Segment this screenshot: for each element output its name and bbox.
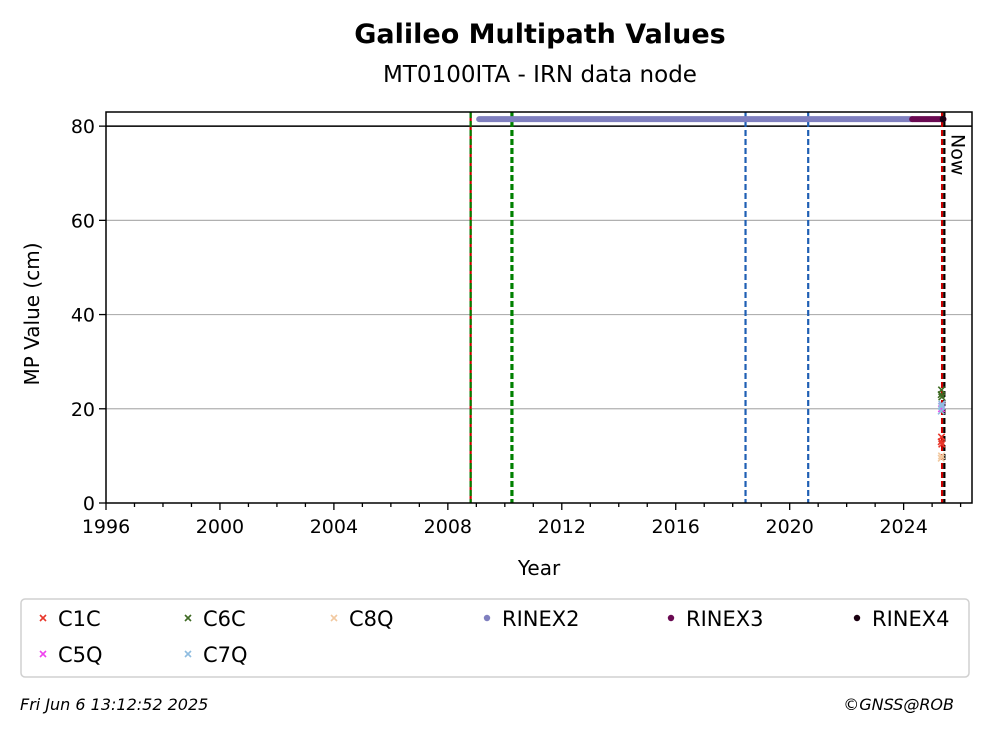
- point-c6c-1: [937, 386, 946, 394]
- legend-box: [20, 598, 970, 678]
- legend-marker-c5q: [39, 650, 47, 658]
- y-tick-label-80: 80: [71, 116, 95, 138]
- footer-credit: ©GNSS@ROB: [843, 695, 954, 714]
- x-tick-label-2000: 2000: [196, 516, 244, 538]
- x-tick-label-2004: 2004: [310, 516, 358, 538]
- legend-label-c7q: C7Q: [203, 643, 248, 667]
- legend-marker-rinex4: [853, 614, 861, 622]
- chart-title: Galileo Multipath Values: [354, 19, 726, 50]
- x-tick-label-1996: 1996: [82, 516, 130, 538]
- x-tick-label-2024: 2024: [879, 516, 927, 538]
- legend-marker-c6c-b: [184, 614, 192, 622]
- legend-marker-c7q: [184, 650, 192, 658]
- now-label: Now: [946, 134, 968, 175]
- y-axis-label: MP Value (cm): [20, 242, 44, 385]
- vertical-lines: [469, 112, 946, 503]
- point-c8q-0-b: [937, 454, 945, 463]
- legend-label-rinex4: RINEX4: [872, 607, 950, 631]
- point-c6c-2-b: [938, 393, 946, 401]
- legend-marker-rinex2: [483, 614, 491, 622]
- point-c8q-1-b: [937, 452, 946, 460]
- legend-label-rinex2: RINEX2: [502, 607, 580, 631]
- y-tick-label-40: 40: [71, 305, 95, 327]
- legend-label-c6c: C6C: [203, 607, 246, 631]
- x-axis-ticks: 1996 2000 2004 2008 2012 2016 2020 2024: [82, 503, 962, 538]
- point-c6c-1-b: [937, 386, 946, 394]
- plot-frame: [105, 111, 973, 504]
- legend-marker-c8q-b: [330, 614, 338, 622]
- x-tick-label-2008: 2008: [424, 516, 472, 538]
- point-c8q-0: [937, 454, 945, 463]
- legend-label-c5q: C5Q: [58, 643, 103, 667]
- legend-marker-c5q-b: [39, 650, 47, 658]
- x-tick-label-2016: 2016: [652, 516, 700, 538]
- y-axis-ticks: 0 20 40 60 80: [71, 116, 106, 515]
- legend-marker-c1c: [39, 614, 47, 622]
- x-tick-label-2012: 2012: [538, 516, 586, 538]
- legend-marker-c1c-b: [39, 614, 47, 622]
- legend-label-c1c: C1C: [58, 607, 101, 631]
- y-tick-label-60: 60: [71, 210, 95, 232]
- legend-marker-c7q-b: [184, 650, 192, 658]
- x-axis-label: Year: [517, 556, 561, 580]
- point-c1c-2-b: [938, 440, 946, 448]
- point-c1c-1-b: [937, 433, 946, 441]
- chart-subtitle: MT0100ITA - IRN data node: [383, 62, 697, 88]
- y-tick-label-0: 0: [83, 493, 95, 515]
- point-c1c-1: [937, 433, 946, 441]
- point-c1c-2: [938, 440, 946, 448]
- point-c7q-2-b: [938, 400, 946, 408]
- legend: C1C C6C C8Q RINEX2 RINEX3 RINEX4 C5Q C7Q: [39, 607, 950, 667]
- legend-marker-c6c: [184, 614, 192, 622]
- legend-label-c8q: C8Q: [349, 607, 394, 631]
- grid-lines: [106, 125, 972, 410]
- x-tick-label-2020: 2020: [766, 516, 814, 538]
- footer-timestamp: Fri Jun 6 13:12:52 2025: [20, 695, 208, 714]
- point-c8q-1: [937, 452, 946, 460]
- point-c6c-2: [938, 393, 946, 401]
- point-rinex4-0: [939, 115, 947, 123]
- legend-marker-rinex3: [667, 614, 675, 622]
- point-c7q-1: [937, 402, 946, 411]
- point-c7q-1-b: [937, 402, 946, 411]
- y-tick-label-20: 20: [71, 399, 95, 421]
- data-marks: [476, 115, 947, 463]
- point-c7q-2: [938, 400, 946, 408]
- legend-marker-c8q: [330, 614, 338, 622]
- legend-label-rinex3: RINEX3: [686, 607, 764, 631]
